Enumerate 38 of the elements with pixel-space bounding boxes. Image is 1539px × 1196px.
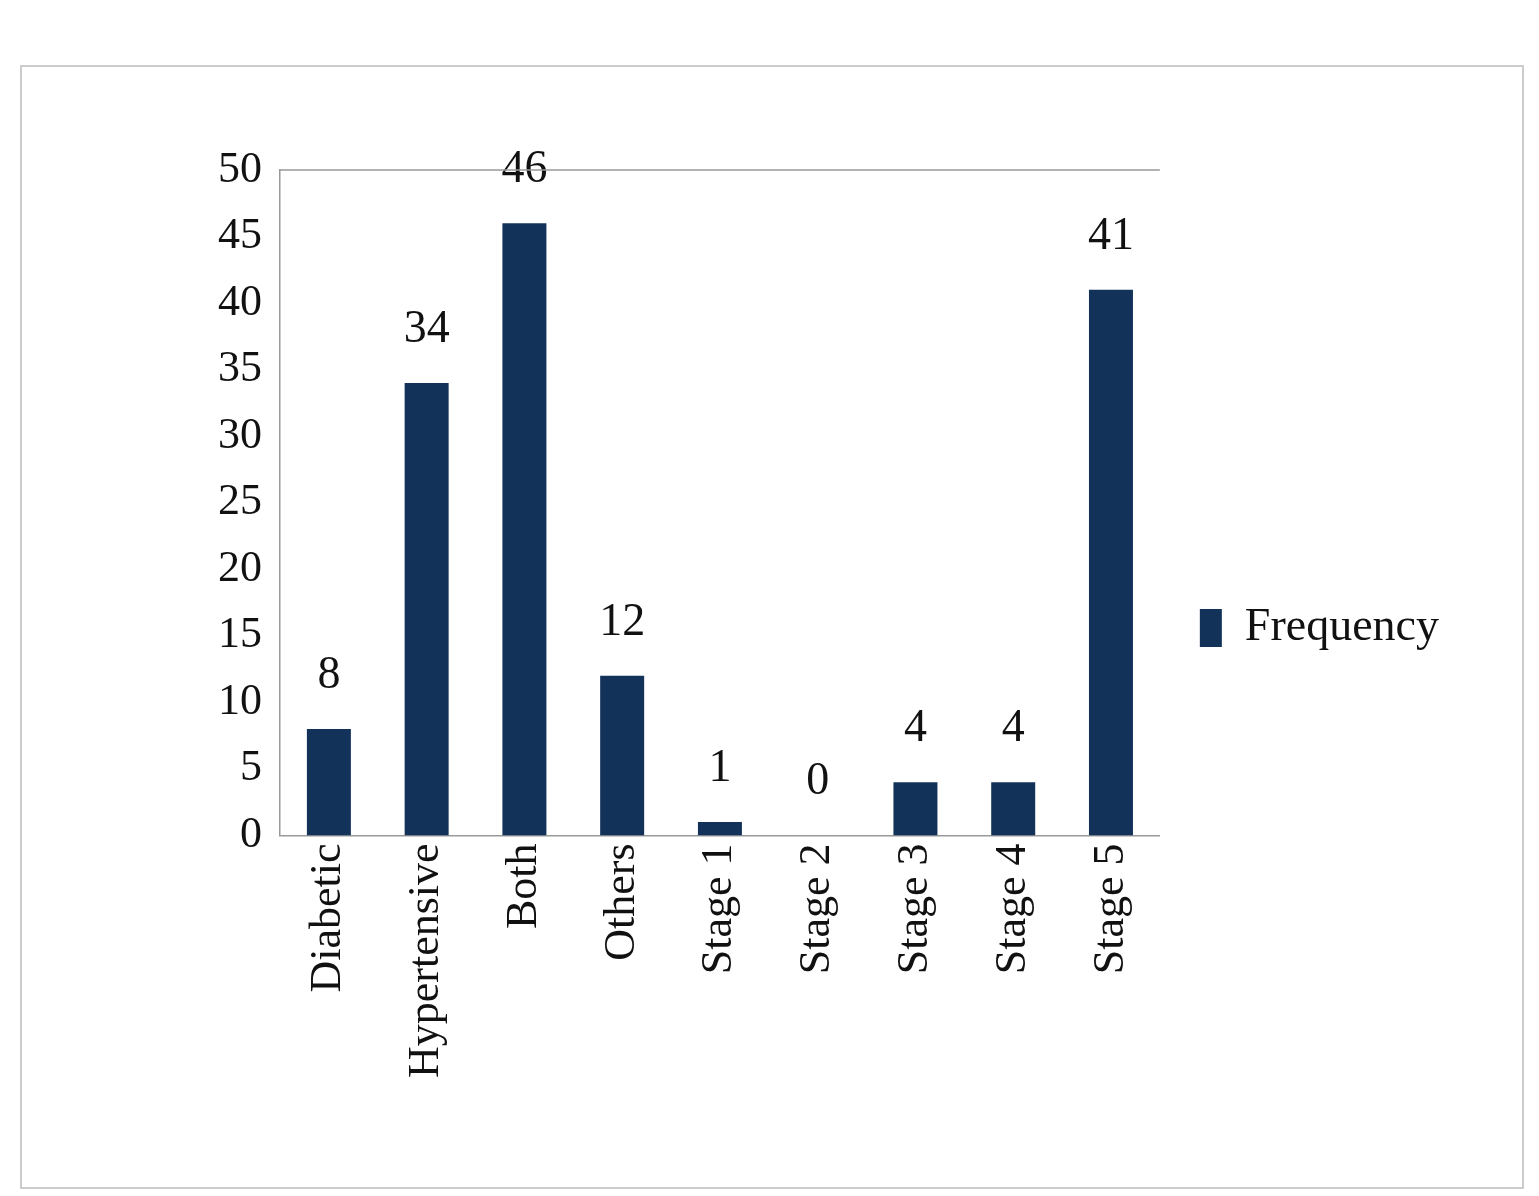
bar	[893, 782, 938, 836]
y-tick-label: 0	[240, 807, 262, 857]
data-label: 46	[501, 141, 548, 193]
data-label: 12	[599, 593, 646, 645]
bar	[306, 728, 351, 836]
y-tick-label: 15	[218, 608, 262, 658]
x-tick-label: Stage 2	[790, 843, 840, 975]
y-tick-label: 40	[218, 275, 262, 325]
x-tick-label: Diabetic	[301, 843, 351, 993]
bar	[600, 675, 645, 836]
y-tick-label: 35	[218, 342, 262, 392]
bar	[1088, 289, 1133, 836]
data-label: 4	[1001, 700, 1025, 752]
data-label: 0	[806, 753, 830, 805]
x-tick-label: Both	[496, 843, 546, 929]
y-tick-label: 10	[218, 674, 262, 724]
x-tick-label: Stage 4	[985, 843, 1035, 975]
legend-label: Frequency	[1244, 599, 1439, 651]
data-label: 34	[403, 301, 450, 353]
bar	[502, 223, 547, 836]
y-tick-label: 45	[218, 209, 262, 259]
x-tick-label: Stage 1	[692, 843, 742, 975]
bar	[697, 822, 742, 836]
data-label: 1	[708, 740, 732, 792]
y-tick-label: 30	[218, 408, 262, 458]
y-tick-label: 50	[218, 142, 262, 192]
x-tick-label: Stage 3	[888, 843, 938, 975]
bar	[404, 382, 449, 836]
x-tick-label: Others	[594, 843, 644, 961]
y-tick-label: 20	[218, 541, 262, 591]
data-label: 4	[903, 700, 927, 752]
y-tick-label: 25	[218, 475, 262, 525]
y-tick-label: 5	[240, 741, 262, 791]
data-label: 41	[1087, 207, 1134, 259]
x-tick-label: Hypertensive	[399, 843, 449, 1079]
data-label: 8	[317, 647, 341, 699]
bar	[991, 782, 1036, 836]
x-tick-label: Stage 5	[1083, 843, 1133, 975]
